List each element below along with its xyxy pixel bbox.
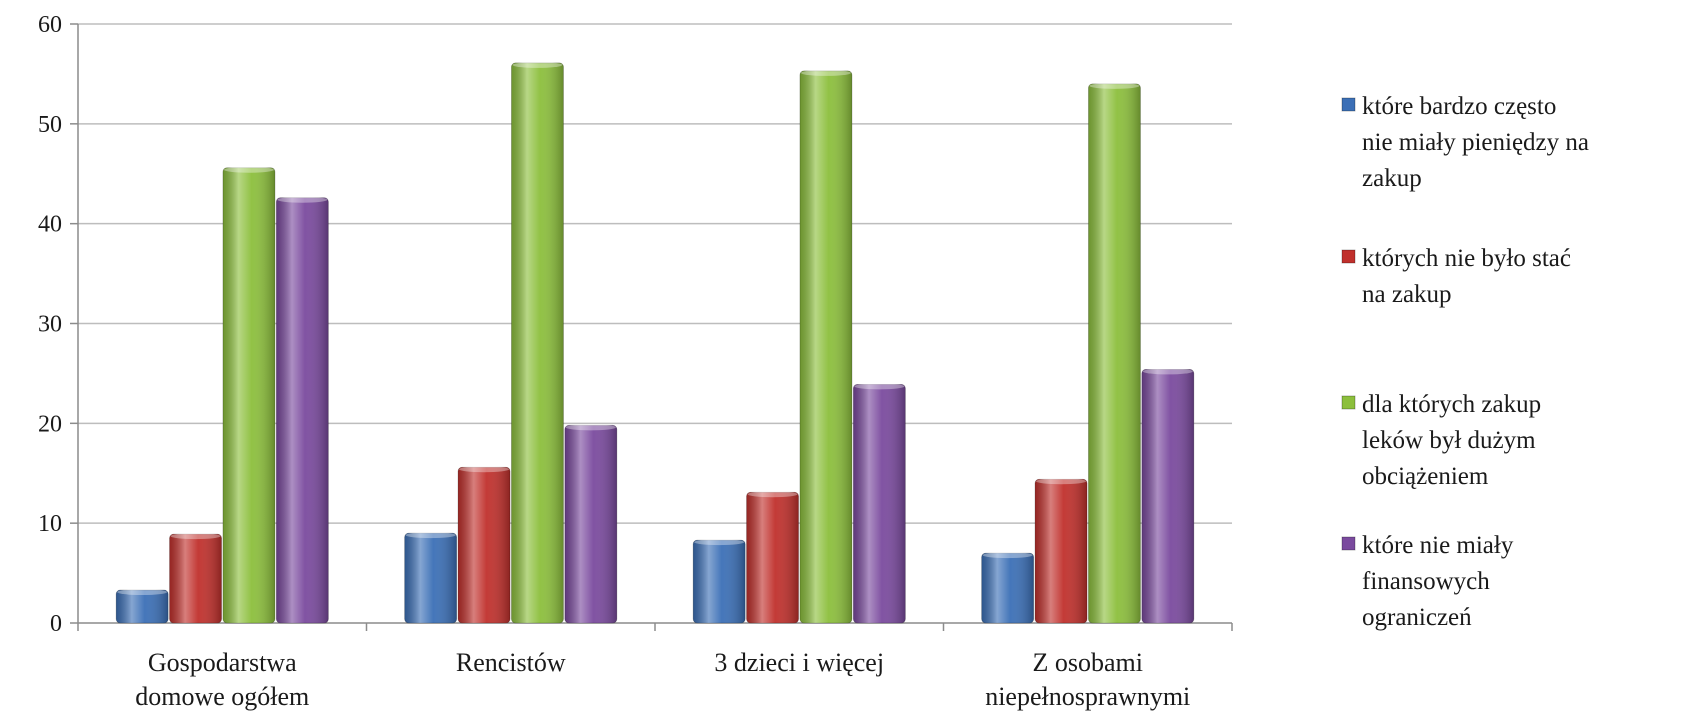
legend-item: które bardzo często nie miały pieniędzy n…: [1341, 93, 1589, 192]
category-label: domowe ogółem: [135, 682, 309, 711]
bar-cap: [1089, 82, 1140, 89]
bar-gloss: [404, 533, 457, 623]
legend-label: finansowych: [1362, 568, 1490, 595]
bar: [1034, 478, 1088, 624]
bar: [692, 539, 746, 624]
bar: [222, 166, 276, 624]
bar: [457, 466, 511, 624]
bar-cap: [405, 532, 456, 539]
bar-gloss: [116, 590, 169, 623]
legend-swatch: [1341, 536, 1356, 551]
category-label: Gospodarstwa: [148, 648, 297, 677]
legend-label: które nie miały: [1362, 532, 1514, 559]
legend-swatch: [1341, 249, 1356, 264]
category-label: 3 dzieci i więcej: [714, 648, 884, 677]
bar-gloss: [981, 553, 1034, 623]
bar-cap: [223, 166, 274, 173]
bar-cap: [747, 491, 798, 498]
category-label: Rencistów: [456, 648, 566, 677]
bar-gloss: [169, 534, 222, 623]
bar-cap: [170, 533, 221, 540]
bar-gloss: [1035, 479, 1088, 623]
bar-gloss: [799, 70, 852, 623]
bar-gloss: [511, 62, 564, 624]
legend-label: nie miały pieniędzy na: [1362, 129, 1589, 156]
bar: [746, 491, 799, 624]
bar: [115, 589, 169, 624]
bar: [564, 424, 618, 624]
bar: [404, 532, 458, 624]
legend-label: na zakup: [1362, 281, 1452, 308]
bar-cap: [982, 552, 1033, 559]
legend-label: leków był dużym: [1362, 427, 1536, 454]
y-tick-label: 40: [38, 212, 62, 238]
bar-cap: [800, 69, 851, 76]
bar: [1141, 368, 1195, 624]
y-tick-label: 10: [38, 511, 62, 537]
y-tick-label: 30: [38, 312, 62, 338]
bar-cap: [117, 589, 168, 596]
bar-gloss: [458, 467, 511, 623]
legend-swatch: [1341, 395, 1356, 410]
legend-item: które nie miały finansowych ograniczeń: [1341, 532, 1514, 631]
y-tick-label: 0: [50, 611, 62, 637]
y-tick-label: 50: [38, 112, 62, 138]
bar-cap: [1142, 368, 1193, 375]
bar-gloss: [746, 492, 799, 623]
bar: [799, 69, 853, 624]
legend-label: dla których zakup: [1362, 391, 1541, 418]
category-label: niepełnosprawnymi: [985, 682, 1190, 711]
bar-cap: [512, 61, 563, 68]
legend-label: ograniczeń: [1362, 604, 1472, 631]
bar-cap: [1036, 478, 1087, 485]
legend-label: które bardzo często: [1362, 93, 1556, 120]
bar-gloss: [1088, 83, 1141, 623]
category-label: Z osobami: [1033, 648, 1144, 677]
bar-cap: [565, 424, 616, 431]
y-tick-label: 20: [38, 411, 62, 437]
category-labels: Gospodarstwa domowe ogółem Rencistów 3 dzie…: [135, 648, 1190, 711]
legend-item: dla których zakup leków był dużym obciążen…: [1341, 391, 1541, 490]
bar: [275, 196, 329, 624]
bar-cap: [459, 466, 510, 473]
legend-label: zakup: [1362, 165, 1422, 192]
bar-gloss: [853, 384, 906, 623]
y-tick-labels: 0 10 20 30 40 50 60: [38, 12, 62, 637]
legend-swatch: [1341, 97, 1356, 112]
bar: [511, 61, 564, 624]
bar: [1088, 82, 1141, 624]
legend-label: obciążeniem: [1362, 463, 1489, 490]
bar: [981, 552, 1035, 624]
bar-gloss: [1141, 369, 1194, 623]
legend: które bardzo często nie miały pieniędzy n…: [1341, 93, 1589, 631]
bar-cap: [854, 383, 905, 390]
legend-item: których nie było stać na zakup: [1341, 245, 1571, 308]
bar: [852, 383, 906, 624]
legend-label: których nie było stać: [1362, 245, 1571, 272]
bar-gloss: [222, 167, 275, 623]
bar-gloss: [276, 197, 329, 623]
bar: [169, 533, 222, 624]
y-tick-label: 60: [38, 12, 62, 38]
bar-cap: [277, 196, 328, 203]
bars: [115, 61, 1195, 624]
bar-cap: [694, 539, 745, 546]
bar-gloss: [564, 425, 617, 623]
bar-gloss: [693, 540, 746, 623]
